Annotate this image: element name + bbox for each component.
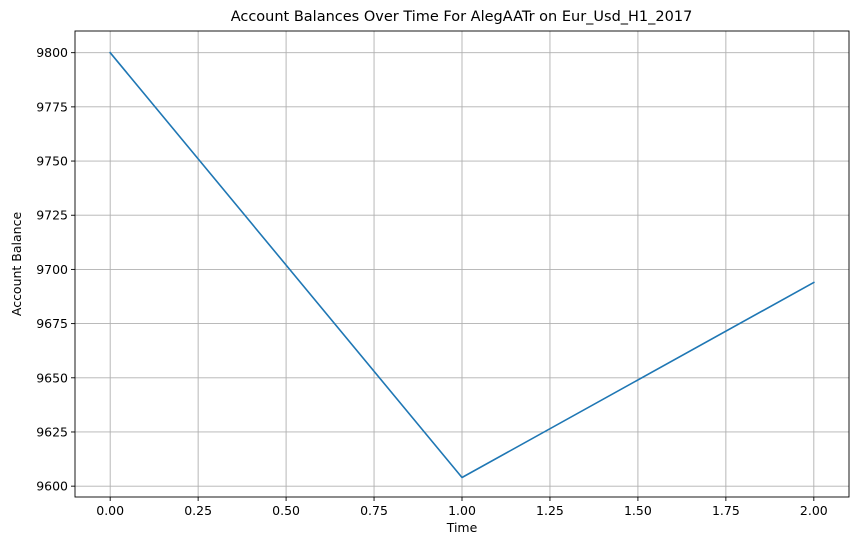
x-axis-label: Time xyxy=(446,520,478,535)
y-axis-label: Account Balance xyxy=(9,212,24,317)
x-tick-label: 0.25 xyxy=(184,503,212,518)
series-layer xyxy=(109,51,815,479)
x-tick-label: 1.50 xyxy=(624,503,652,518)
x-tick-label: 0.75 xyxy=(360,503,388,518)
chart-title: Account Balances Over Time For AlegAATr … xyxy=(231,9,693,25)
y-tick-label: 9725 xyxy=(36,208,68,223)
y-tick-label: 9700 xyxy=(36,262,68,277)
grid-layer xyxy=(75,31,849,497)
x-tick-label: 0.50 xyxy=(272,503,300,518)
x-tick-label: 1.00 xyxy=(448,503,476,518)
y-tick-label: 9600 xyxy=(36,479,68,494)
y-tick-label: 9675 xyxy=(36,316,68,331)
y-tick-label: 9625 xyxy=(36,424,68,439)
tick-layer: 0.00 0.25 0.50 0.75 1.00 1.25 1.50 1.75 2.00 9600… xyxy=(36,45,828,518)
x-tick-label: 1.25 xyxy=(536,503,564,518)
y-tick-label: 9775 xyxy=(36,99,68,114)
y-tick-label: 9750 xyxy=(36,154,68,169)
y-tick-label: 9650 xyxy=(36,370,68,385)
x-tick-label: 0.00 xyxy=(96,503,124,518)
series-line xyxy=(109,51,815,479)
x-tick-label: 2.00 xyxy=(800,503,828,518)
x-tick-label: 1.75 xyxy=(712,503,740,518)
y-tick-label: 9800 xyxy=(36,45,68,60)
